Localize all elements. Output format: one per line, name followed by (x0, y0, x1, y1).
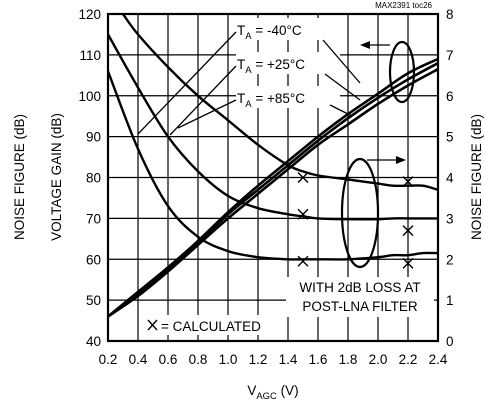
y-left-tick-label: 70 (86, 211, 101, 226)
loss-note-line1: WITH 2dB LOSS AT (299, 280, 420, 295)
leader-plus85 (177, 99, 237, 129)
y-right-tick-label: 4 (446, 171, 454, 186)
x-tick-label: 1.4 (279, 352, 298, 367)
x-tick-labels: 0.2 0.4 0.6 0.8 1.0 1.2 1.4 1.6 1.8 2.0 2.2 2.4 (99, 352, 448, 367)
x-tick-label: 2.4 (429, 352, 448, 367)
y-right-tick-label: 8 (446, 7, 454, 22)
y-left-outer-axis-title: NOISE FIGURE (dB) (12, 114, 27, 240)
temp-label-bg-3 (236, 86, 340, 108)
leader-minus40-gain (322, 39, 361, 84)
y-left-tick-label: 40 (86, 334, 101, 349)
gain-curve-0 (107, 57, 439, 318)
calculated-point (402, 176, 414, 188)
temp-label-plus85: TA = +85°C (237, 91, 305, 110)
leader-plus25-gain (324, 73, 361, 101)
y-right-tick-label: 2 (446, 252, 454, 267)
x-tick-label: 1.8 (339, 352, 358, 367)
gain-arrow-head (360, 41, 370, 49)
y-right-tick-label: 0 (446, 334, 454, 349)
temp-label-bg-1 (236, 18, 336, 40)
y-left-tick-label: 80 (86, 171, 101, 186)
x-tick-label: 0.2 (99, 352, 118, 367)
nf-curve-1 (106, 33, 438, 221)
y-right-tick-labels: 0 1 2 3 4 5 6 7 8 (446, 7, 454, 349)
x-tick-label: 1.2 (249, 352, 268, 367)
plot-frame (106, 12, 440, 343)
y-left-tick-labels: 40 50 60 70 80 90 100 110 120 (78, 7, 101, 349)
y-right-tick-label: 5 (446, 130, 454, 145)
temp-label-plus25: TA = +25°C (237, 57, 305, 76)
temp-label-bg-2 (236, 52, 340, 74)
y-left-tick-label: 50 (86, 293, 101, 308)
nf-arrow-head (396, 156, 406, 164)
calculated-legend-label: = CALCULATED (161, 319, 261, 334)
calculated-point (297, 255, 309, 267)
y-right-axis-title: NOISE FIGURE (dB) (469, 114, 484, 240)
gain-curve-2 (107, 68, 439, 318)
x-tick-label: 1.6 (309, 352, 328, 367)
nf-group-ellipse (340, 157, 380, 269)
x-axis-title: VAGC (V) (247, 383, 298, 402)
loss-note-line2: POST-LNA FILTER (302, 299, 418, 314)
y-right-tick-label: 1 (446, 293, 454, 308)
x-tick-label: 2.2 (399, 352, 418, 367)
x-tick-label: 0.4 (129, 352, 148, 367)
y-left-tick-label: 120 (78, 7, 101, 22)
calculated-point (402, 257, 414, 269)
y-right-tick-label: 7 (446, 48, 454, 63)
leader-plus25 (169, 65, 237, 136)
x-tick-label: 2.0 (369, 352, 388, 367)
leader-plus85-gain (329, 104, 353, 117)
nf-curve-2 (106, 70, 439, 261)
y-left-tick-label: 60 (86, 252, 101, 267)
temp-label-minus40: TA = -40°C (237, 23, 302, 42)
y-right-tick-label: 6 (446, 89, 454, 104)
y-right-tick-label: 3 (446, 211, 454, 226)
figure-code-label: MAX2391 toc26 (375, 1, 432, 10)
calculated-point (297, 208, 309, 220)
loss-note-bg (286, 277, 434, 317)
x-tick-label: 0.8 (189, 352, 208, 367)
calculated-point (402, 225, 414, 237)
gain-curve-1 (107, 61, 439, 318)
leader-minus40 (137, 31, 237, 135)
x-tick-label: 1.0 (219, 352, 238, 367)
voltage-gain-curves (107, 57, 439, 318)
calculated-legend-bg (142, 315, 280, 335)
x-tick-label: 0.6 (159, 352, 178, 367)
y-left-inner-axis-title: VOLTAGE GAIN (dB) (49, 113, 64, 241)
y-left-tick-label: 100 (78, 89, 101, 104)
calculated-markers (297, 172, 414, 269)
calculated-point (297, 172, 309, 183)
y-left-tick-label: 90 (86, 130, 101, 145)
gain-group-ellipse (388, 40, 416, 104)
calculated-legend-marker (147, 319, 158, 331)
y-left-tick-label: 110 (79, 48, 101, 63)
